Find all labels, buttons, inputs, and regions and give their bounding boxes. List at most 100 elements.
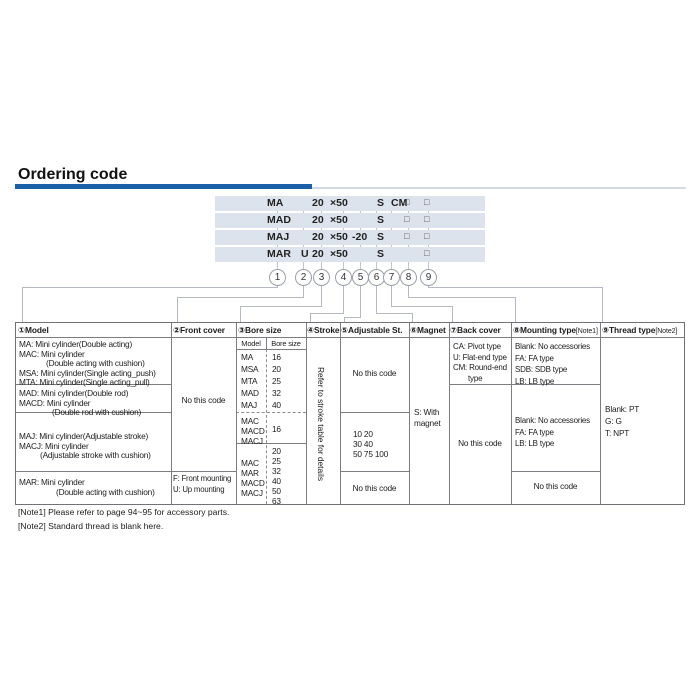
code-row-ma: MA 20 ×50 S CM □ □	[215, 196, 485, 211]
bore-model: MACJ	[241, 488, 263, 498]
magnet-value: S: With	[414, 407, 440, 417]
connector-5	[360, 285, 361, 317]
ordering-code-table: /* placeholders replaced below via absol…	[15, 322, 685, 506]
connector-4	[310, 313, 311, 322]
row-line	[340, 412, 409, 413]
col-divider	[236, 323, 237, 504]
header-col-5: ⑤Adjustable St.	[341, 323, 408, 337]
mounting-option: FA: FA type	[515, 427, 554, 437]
code-back: CM	[391, 197, 408, 209]
bore-dashed-line	[236, 412, 306, 413]
model-entry: (Double acting with cushion)	[56, 487, 155, 497]
bore-model: MSA	[241, 364, 259, 374]
header-label: Model	[25, 325, 49, 335]
code-thread-box: □	[424, 248, 430, 258]
bore-size-value: 16	[272, 424, 281, 434]
connector-9	[428, 285, 429, 287]
bore-model: MAJ	[241, 400, 257, 410]
page-title: Ordering code	[18, 166, 128, 183]
code-model: MAJ	[267, 231, 290, 243]
code-model: MA	[267, 197, 284, 209]
header-label: Magnet	[417, 325, 446, 335]
connector-6	[376, 313, 413, 314]
bore-model: MACD	[241, 426, 265, 436]
code-mounting-box: □	[404, 214, 410, 224]
row-line	[449, 384, 600, 385]
circled-number: ④	[307, 325, 314, 335]
header-col-7: ⑦Back cover	[450, 323, 511, 337]
connector-1	[22, 287, 278, 288]
bore-size-value: 40	[272, 400, 281, 410]
code-stroke: ×50	[330, 197, 348, 209]
code-stroke: ×50	[330, 214, 348, 226]
thread-option: G: G	[605, 416, 622, 426]
code-model: MAD	[267, 214, 291, 226]
model-entry: MA: Mini cylinder(Double acting)	[19, 339, 133, 349]
header-label: Front cover	[180, 325, 225, 335]
connector-8	[408, 285, 409, 297]
code-magnet: S	[377, 214, 385, 226]
position-circle-1: 1	[269, 269, 286, 286]
model-entry: MAD: Mini cylinder(Double rod)	[19, 388, 129, 398]
row-line	[16, 471, 236, 472]
bore-subdivider-dashed	[266, 349, 267, 504]
stroke-note: Refer to stroke table for details	[316, 367, 326, 482]
position-circle-3: 3	[313, 269, 330, 286]
model-entry: (Double rod with cushion)	[52, 407, 142, 417]
model-entry: MAJ: Mini cylinder(Adjustable stroke)	[19, 431, 149, 441]
bore-model: MAR	[241, 468, 259, 478]
mounting-option: Blank: No accessories	[515, 416, 590, 425]
bore-size-value: 40	[272, 476, 281, 486]
circled-number: ②	[173, 325, 180, 335]
connector-4	[343, 285, 344, 313]
model-entry: (Double acting with cushion)	[46, 358, 145, 368]
mounting-option: LB: LB type	[515, 376, 555, 386]
code-mounting-box: □	[404, 197, 410, 207]
col-divider	[449, 323, 450, 504]
code-magnet: S	[377, 197, 385, 209]
col-divider	[306, 323, 307, 504]
mounting-option: LB: LB type	[515, 439, 555, 448]
back-cover-no-code: No this code	[458, 438, 502, 448]
title-underline-light	[15, 187, 686, 189]
position-circle-8: 8	[400, 269, 417, 286]
code-stroke: ×50	[330, 231, 348, 243]
connector-3	[240, 306, 241, 322]
col-divider	[511, 323, 512, 504]
header-col-2: ②Front cover	[173, 323, 235, 337]
header-label: Back cover	[457, 325, 501, 335]
header-col-4: ④Stroke	[307, 323, 340, 337]
connector-5	[344, 317, 361, 318]
header-label: Adjustable St.	[348, 325, 403, 335]
bore-subheader-size: Bore size	[271, 339, 301, 348]
back-cover-option: type	[468, 373, 483, 383]
adjustable-values: 30 40	[353, 439, 373, 449]
connector-4	[310, 313, 344, 314]
header-label: Bore size	[245, 325, 282, 335]
code-adjustable: -20	[352, 231, 368, 243]
bore-model: MAD	[241, 388, 259, 398]
adjustable-no-code-bottom: No this code	[352, 483, 397, 493]
connector-6	[412, 313, 413, 322]
bore-group-line	[236, 443, 306, 444]
circled-number: ⑨	[602, 325, 609, 335]
bore-size-value: 16	[272, 352, 281, 362]
code-row-mad: MAD 20 ×50 S □ □	[215, 213, 485, 228]
connector-3	[321, 285, 322, 306]
header-note: [Note1]	[575, 328, 598, 335]
connector-6	[376, 285, 377, 313]
connector-9	[428, 287, 603, 288]
mounting-option: FA: FA type	[515, 353, 554, 363]
model-entry: MSA: Mini cylinder(Single acting_push)	[19, 368, 156, 378]
col-divider	[171, 323, 172, 504]
code-stroke: ×50	[330, 248, 348, 260]
code-magnet: S	[377, 231, 385, 243]
magnet-value: magnet	[414, 418, 441, 428]
row-line	[16, 412, 171, 413]
header-label: Stroke	[314, 325, 340, 335]
row-line	[16, 384, 171, 385]
header-col-3: ③Bore size	[238, 323, 305, 337]
model-entry: MTA: Mini cylinder(Single acting_pull)	[19, 377, 150, 387]
model-entry: MAR: Mini cylinder	[19, 477, 85, 487]
